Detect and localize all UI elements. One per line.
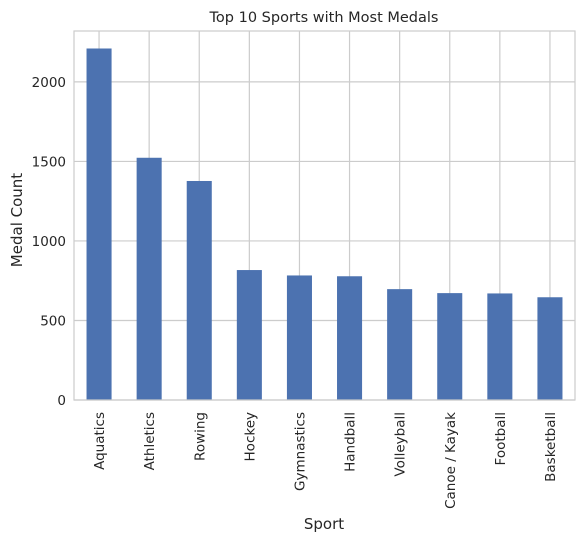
- bar-hockey: [236, 270, 262, 400]
- x-axis-ticks: Aquatics Athletics Rowing Hockey Gymnastics H…: [92, 412, 559, 509]
- x-tick-label: Gymnastics: [292, 412, 308, 491]
- plot-frame: [73, 30, 576, 401]
- x-tick-label: Aquatics: [92, 412, 108, 470]
- y-tick-label: 1000: [32, 234, 66, 250]
- x-tick-label: Athletics: [142, 412, 158, 470]
- bar-rowing: [186, 180, 212, 400]
- y-tick-label: 500: [40, 313, 66, 329]
- bar-football: [487, 293, 513, 400]
- y-tick-label: 1500: [32, 154, 66, 170]
- y-axis-ticks: 0 500 1000 1500 2000: [32, 75, 66, 409]
- bar-canoe-kayak: [437, 293, 463, 400]
- x-tick-label: Basketball: [543, 412, 559, 482]
- bar-volleyball: [387, 289, 413, 400]
- x-tick-label: Handball: [343, 412, 359, 472]
- x-tick-label: Volleyball: [393, 412, 409, 477]
- x-axis-title: Sport: [304, 515, 344, 533]
- bar-handball: [337, 276, 363, 400]
- y-tick-label: 2000: [32, 75, 66, 91]
- x-tick-label: Canoe / Kayak: [443, 412, 459, 509]
- x-tick-label: Football: [493, 412, 509, 465]
- chart-title: Top 10 Sports with Most Medals: [209, 10, 439, 26]
- x-tick-label: Hockey: [242, 412, 258, 461]
- bar-gymnastics: [286, 275, 312, 400]
- x-tick-label: Rowing: [192, 412, 208, 461]
- y-axis-title: Medal Count: [8, 173, 26, 267]
- bar-athletics: [136, 157, 162, 400]
- bars: [86, 48, 563, 400]
- plot-area: [73, 30, 576, 401]
- bar-basketball: [537, 297, 563, 400]
- bar-aquatics: [86, 48, 112, 400]
- y-tick-label: 0: [57, 393, 66, 409]
